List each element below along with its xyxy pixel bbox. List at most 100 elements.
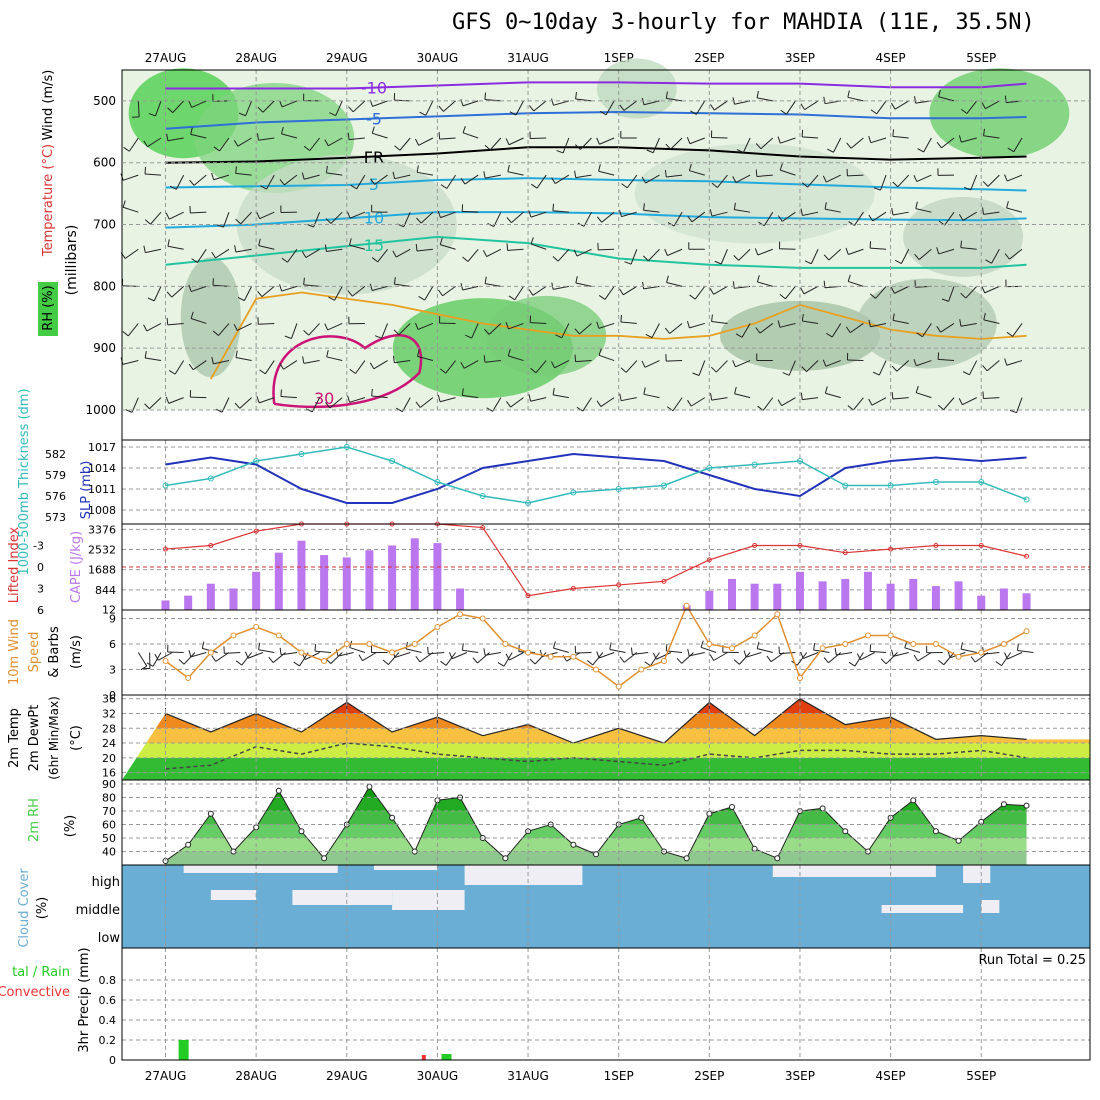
wind-speed-point — [910, 641, 917, 647]
thickness-tick: 573 — [45, 511, 66, 524]
rh-tick: 80 — [102, 792, 116, 805]
upper-wind-barb-flag — [235, 166, 237, 174]
upper-wind-barb-flag — [484, 276, 487, 284]
upper-wind-barb — [694, 286, 706, 300]
sfc-wind-barb — [503, 652, 513, 667]
sfc-wind-barb-flag — [652, 652, 657, 660]
upper-wind-barb — [309, 137, 320, 151]
run-total: Run Total = 0.25 — [978, 953, 1086, 968]
thickness-point — [615, 486, 622, 492]
cape-bar — [863, 571, 872, 610]
upper-wind-barb-flag — [281, 257, 288, 263]
upper-wind-barb-flag — [439, 237, 443, 245]
sfc-wind-barb — [650, 652, 660, 667]
isotherm-15 — [165, 235, 1027, 269]
upper-wind-barb-flag — [165, 396, 170, 404]
upper-wind-barb-flag — [508, 295, 516, 301]
upper-wind-barb — [579, 323, 592, 335]
upper-wind-barb — [167, 322, 184, 326]
upper-wind-barb — [965, 286, 978, 299]
upper-wind-barb — [1012, 323, 1023, 337]
upper-wind-barb — [786, 100, 796, 115]
upper-wind-barb — [756, 97, 773, 102]
upper-wind-barb-flag — [460, 177, 466, 185]
upper-wind-barb — [507, 248, 524, 251]
sfc-wind-barb — [405, 648, 422, 653]
upper-wind-barb — [326, 356, 343, 362]
upper-wind-barb-flag — [598, 348, 602, 356]
upper-wind-barb — [599, 137, 615, 145]
cape-bar — [433, 543, 442, 610]
sfc-wind-barb — [813, 649, 830, 653]
upper-wind-barb — [968, 360, 978, 376]
upper-wind-barb — [191, 100, 207, 108]
upper-wind-barb — [535, 360, 547, 374]
date-label-bottom: 3SEP — [785, 1069, 815, 1083]
upper-wind-barb — [666, 360, 683, 362]
upper-wind-barb — [150, 211, 162, 225]
sfc-wind-barb-flag — [995, 661, 1002, 667]
upper-wind-barb — [402, 397, 411, 412]
sfc-wind-barb — [183, 652, 196, 665]
lifted-line — [165, 523, 1027, 597]
upper-wind-barb — [212, 284, 229, 287]
upper-wind-barb — [280, 396, 297, 399]
thickness-point — [479, 493, 486, 499]
wind-speed-point — [978, 649, 985, 656]
upper-wind-barb — [443, 100, 456, 112]
upper-wind-barb-flag — [259, 369, 266, 375]
upper-wind-barb-flag — [280, 126, 284, 134]
date-label-bottom: 5SEP — [966, 1069, 996, 1083]
upper-wind-barb — [530, 243, 547, 250]
upper-wind-barb-flag — [598, 164, 601, 172]
upper-wind-barb-flag — [777, 399, 783, 406]
upper-wind-barb — [372, 132, 388, 139]
ylabel-2m-rh: 2m RH — [27, 798, 42, 842]
wind-speed-point — [434, 624, 441, 630]
upper-wind-barb — [852, 397, 864, 411]
upper-wind-barb — [196, 248, 207, 263]
upper-wind-barb-flag — [665, 91, 668, 99]
upper-wind-barb — [626, 174, 638, 189]
pressure-tick: 1000 — [85, 403, 116, 417]
temp-band — [122, 698, 1090, 714]
cape-bar — [342, 557, 351, 610]
wind-speed-point — [683, 602, 690, 609]
upper-wind-barb — [983, 397, 1000, 399]
sfc-wind-barb-flag — [440, 660, 447, 666]
sfc-wind-barb — [445, 652, 456, 666]
upper-wind-barb — [576, 248, 592, 257]
cape-bar — [818, 581, 827, 610]
sfc-wind-barb-flag — [596, 651, 600, 659]
upper-wind-barb — [264, 360, 275, 375]
cape-bar — [184, 595, 193, 610]
upper-wind-barb — [630, 249, 638, 265]
upper-wind-barb — [508, 322, 524, 330]
upper-wind-barb — [779, 322, 796, 328]
upper-wind-barb-flag — [369, 283, 373, 291]
rh-point — [207, 810, 214, 817]
upper-wind-barb — [190, 396, 207, 399]
upper-wind-barb — [781, 397, 796, 407]
temp-tick: 24 — [102, 737, 116, 750]
sfc-wind-barb-flag — [201, 641, 205, 649]
upper-wind-barb — [735, 360, 751, 368]
upper-wind-barb-flag — [985, 259, 992, 264]
thickness-point — [434, 479, 441, 485]
upper-wind-barb-flag — [666, 406, 674, 412]
ylabel-cloud-units: (%) — [35, 897, 50, 920]
upper-wind-barb — [645, 174, 660, 184]
upper-wind-barb — [144, 173, 162, 176]
isotherm-label: 30 — [314, 389, 334, 408]
thickness-point — [525, 500, 532, 506]
upper-wind-barb-flag — [709, 104, 715, 111]
thickness-point — [661, 482, 668, 489]
upper-wind-barb — [239, 397, 252, 409]
thickness-point — [570, 489, 577, 496]
upper-wind-barb — [281, 100, 298, 108]
temp-tick: 20 — [102, 752, 116, 765]
sfc-wind-barb-flag — [358, 654, 363, 661]
upper-wind-barb-flag — [620, 315, 622, 323]
sfc-wind-barb — [247, 652, 264, 659]
ylabel-cape: CAPE (J/kg) — [69, 531, 84, 603]
